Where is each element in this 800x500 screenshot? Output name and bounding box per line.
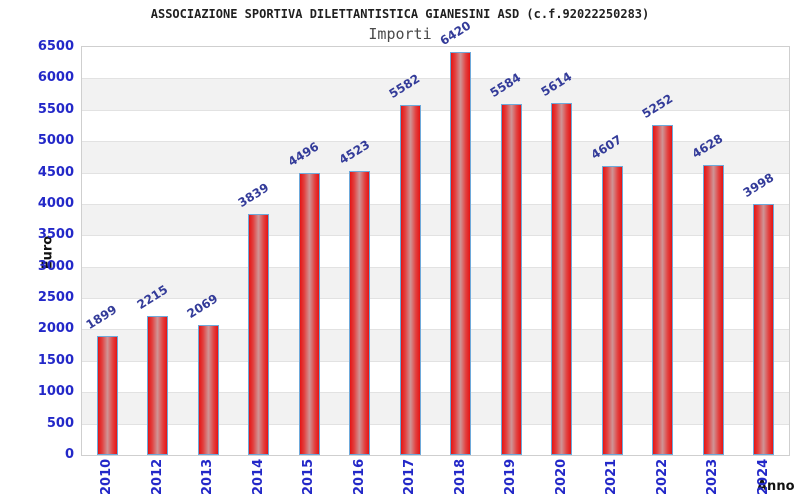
plot-band bbox=[82, 266, 789, 299]
y-tick-label: 1000 bbox=[37, 384, 74, 400]
gridline bbox=[82, 204, 789, 205]
x-tick-label: 2023 bbox=[705, 458, 721, 495]
x-tick-label: 2020 bbox=[553, 458, 569, 495]
x-tick-label: 2012 bbox=[149, 458, 165, 495]
y-tick-label: 3000 bbox=[37, 258, 74, 274]
bar bbox=[753, 204, 775, 455]
gridline bbox=[82, 267, 789, 268]
x-tick-label: 2014 bbox=[250, 458, 266, 495]
x-tick-label: 2022 bbox=[654, 458, 670, 495]
y-tick-label: 4000 bbox=[37, 195, 74, 211]
gridline bbox=[82, 298, 789, 299]
y-tick-label: 2500 bbox=[37, 290, 74, 306]
plot-band bbox=[82, 78, 789, 110]
x-axis-title: Anno bbox=[757, 479, 795, 494]
x-tick-label: 2013 bbox=[200, 458, 216, 495]
x-tick-label: 2015 bbox=[301, 458, 317, 495]
plot-band bbox=[82, 392, 789, 424]
plot-band bbox=[82, 109, 789, 142]
x-tick-label: 2010 bbox=[99, 458, 115, 495]
plot-band bbox=[82, 47, 789, 79]
x-tick-label: 2018 bbox=[452, 458, 468, 495]
plot-band bbox=[82, 235, 789, 267]
gridline bbox=[82, 424, 789, 425]
chart-subtitle: Importi bbox=[368, 25, 432, 43]
y-tick-label: 5000 bbox=[37, 133, 74, 149]
bar bbox=[702, 164, 724, 455]
plot-area bbox=[81, 46, 790, 456]
plot-band bbox=[82, 423, 789, 455]
bar bbox=[450, 52, 472, 455]
x-tick-label: 2016 bbox=[351, 458, 367, 495]
gridline bbox=[82, 235, 789, 236]
bar bbox=[147, 315, 169, 455]
bar-value-label: 6420 bbox=[437, 18, 474, 49]
gridline bbox=[82, 141, 789, 142]
y-tick-label: 6500 bbox=[37, 39, 74, 54]
bar bbox=[349, 171, 371, 455]
y-tick-label: 1500 bbox=[37, 352, 74, 368]
bar bbox=[399, 104, 421, 455]
bar bbox=[601, 165, 623, 455]
y-tick-label: 500 bbox=[46, 415, 74, 431]
bar bbox=[551, 102, 573, 455]
gridline bbox=[82, 78, 789, 79]
gridline bbox=[82, 329, 789, 330]
bar bbox=[652, 125, 674, 455]
x-tick-label: 2024 bbox=[755, 458, 771, 495]
plot-band bbox=[82, 141, 789, 173]
x-tick-label: 2021 bbox=[604, 458, 620, 495]
bar bbox=[197, 325, 219, 455]
x-tick-label: 2017 bbox=[402, 458, 418, 495]
bar bbox=[248, 214, 270, 455]
y-tick-label: 5500 bbox=[37, 101, 74, 117]
y-tick-label: 6000 bbox=[37, 70, 74, 86]
y-tick-label: 2000 bbox=[37, 321, 74, 337]
bar bbox=[500, 104, 522, 455]
plot-band bbox=[82, 203, 789, 236]
bar bbox=[298, 172, 320, 455]
plot-band bbox=[82, 360, 789, 393]
gridline bbox=[82, 392, 789, 393]
gridline bbox=[82, 110, 789, 111]
bar bbox=[96, 335, 118, 455]
chart-title: ASSOCIAZIONE SPORTIVA DILETTANTISTICA GI… bbox=[150, 7, 650, 21]
y-tick-label: 3500 bbox=[37, 227, 74, 243]
plot-band bbox=[82, 172, 789, 204]
x-tick-label: 2019 bbox=[503, 458, 519, 495]
y-tick-label: 4500 bbox=[37, 164, 74, 180]
gridline bbox=[82, 173, 789, 174]
y-tick-label: 0 bbox=[64, 447, 74, 462]
plot-band bbox=[82, 329, 789, 361]
gridline bbox=[82, 361, 789, 362]
